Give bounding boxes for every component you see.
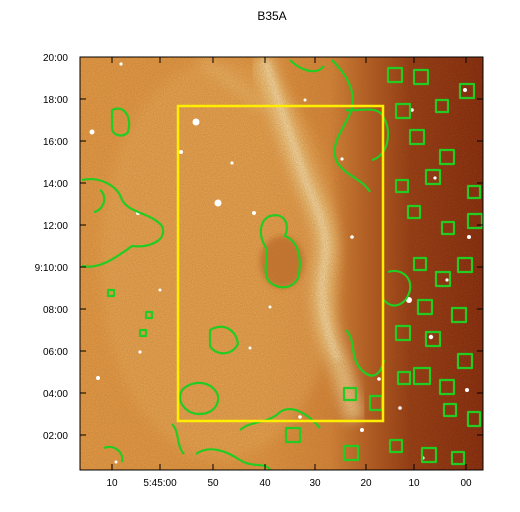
selection-rectangle [176,104,385,423]
x-tick-label: 20 [360,478,372,489]
y-tick-label: 16:00 [43,137,68,148]
y-tick-label: 20:00 [43,53,68,64]
y-axis: 20:00 18:00 16:00 14:00 12:00 9:10:00 08:00 06:… [35,53,483,442]
x-tick-label: 50 [207,478,219,489]
x-tick-label: 00 [460,478,472,489]
figure-title: B35A [257,9,286,23]
y-tick-label: 08:00 [43,305,68,316]
y-tick-label: 9:10:00 [35,263,69,274]
plot-frame [79,56,484,471]
y-tick-label: 12:00 [43,221,68,232]
y-tick-label: 06:00 [43,347,68,358]
x-tick-label: 5:45:00 [143,478,177,489]
x-tick-label: 30 [309,478,321,489]
y-tick-label: 02:00 [43,431,68,442]
x-tick-label: 10 [408,478,420,489]
y-tick-label: 04:00 [43,389,68,400]
x-tick-label: 10 [106,478,118,489]
y-tick-label: 18:00 [43,95,68,106]
y-tick-label: 14:00 [43,179,68,190]
stars [89,62,471,464]
optical-image [80,57,483,470]
x-tick-label: 40 [259,478,271,489]
image-grain [80,57,483,470]
x-axis: 10 5:45:00 50 40 30 20 10 00 [106,57,472,489]
